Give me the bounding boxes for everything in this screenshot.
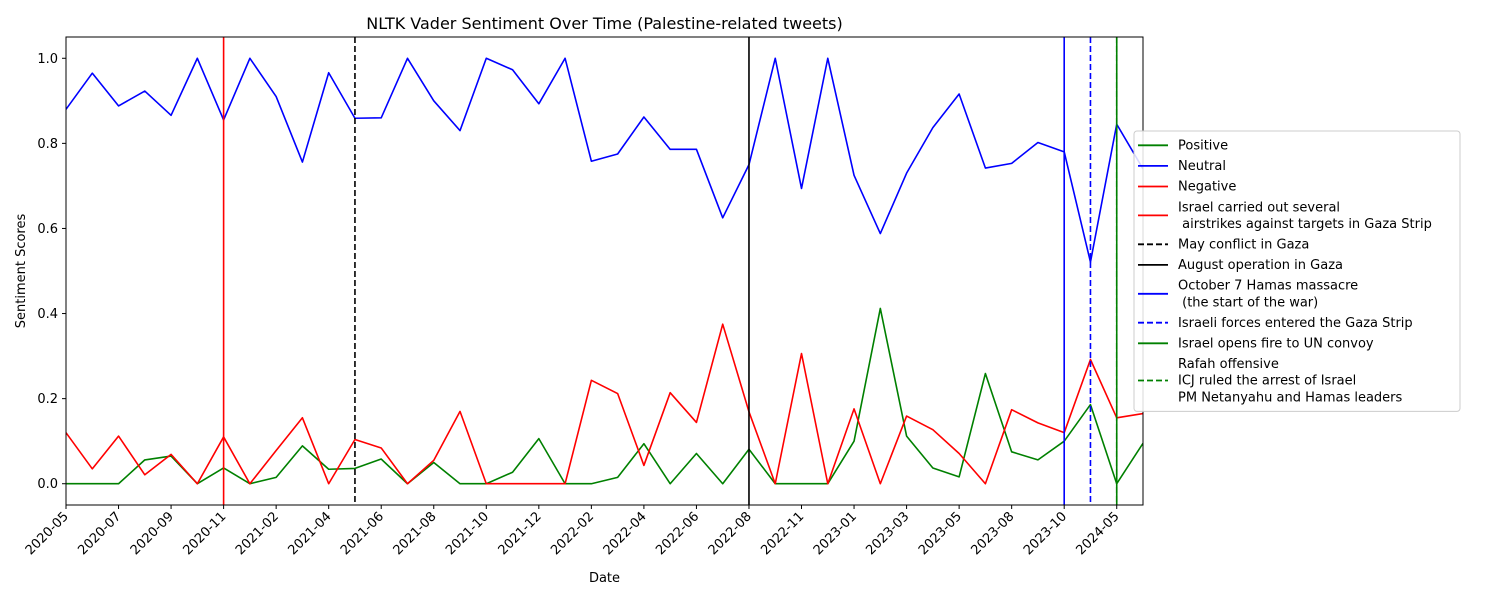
- legend-label-7: Israeli forces entered the Gaza Strip: [1178, 316, 1413, 331]
- plot-frame: [65, 36, 1144, 506]
- legend-label-0: Positive: [1178, 139, 1228, 154]
- x-tick-label: 2022-02: [548, 509, 597, 558]
- x-tick-label: 2022-08: [706, 509, 755, 558]
- legend-label-9: Rafah offensive ICJ ruled the arrest of I…: [1178, 357, 1403, 405]
- legend-label-4: May conflict in Gaza: [1178, 238, 1309, 253]
- legend-box: [1133, 130, 1461, 412]
- x-tick-label: 2022-06: [653, 509, 702, 558]
- series-line-positive: [66, 307, 1143, 485]
- x-tick-label: 2022-04: [601, 509, 650, 558]
- y-tick-label: 0.0: [37, 477, 58, 492]
- x-tick-label: 2020-11: [180, 509, 229, 558]
- x-tick-label: 2021-12: [496, 509, 545, 558]
- x-tick-label: 2021-08: [391, 509, 440, 558]
- x-tick-label: 2023-01: [811, 509, 860, 558]
- x-tick-label: 2023-08: [968, 509, 1017, 558]
- x-tick-label: 2021-10: [443, 509, 492, 558]
- y-tick-label: 1.0: [37, 52, 58, 67]
- x-tick-label: 2022-11: [758, 509, 807, 558]
- series-line-neutral: [66, 57, 1143, 263]
- series-group: [66, 57, 1143, 485]
- x-tick-label: 2023-10: [1021, 509, 1070, 558]
- x-tick-label: 2021-06: [338, 509, 387, 558]
- legend-label-5: August operation in Gaza: [1178, 258, 1343, 273]
- y-axis-label: Sentiment Scores: [14, 214, 29, 329]
- y-tick-label: 0.2: [37, 392, 58, 407]
- legend-label-8: Israel opens fire to UN convoy: [1178, 337, 1374, 352]
- legend-label-2: Negative: [1178, 180, 1236, 195]
- y-tick-label: 0.8: [37, 137, 58, 152]
- event-lines-group: [222, 37, 1118, 505]
- x-tick-label: 2023-03: [863, 509, 912, 558]
- legend-label-3: Israel carried out several airstrikes ag…: [1178, 200, 1432, 232]
- x-tick-label: 2024-05: [1074, 509, 1123, 558]
- x-tick-label: 2023-05: [916, 509, 965, 558]
- y-tick-label: 0.4: [37, 307, 58, 322]
- x-tick-label: 2021-02: [233, 509, 282, 558]
- series-line-negative: [66, 323, 1143, 485]
- x-tick-label: 2020-09: [128, 509, 177, 558]
- x-axis-label: Date: [589, 571, 620, 586]
- x-tick-label: 2021-04: [285, 509, 334, 558]
- legend-label-6: October 7 Hamas massacre (the start of t…: [1178, 279, 1358, 311]
- y-tick-label: 0.6: [37, 222, 58, 237]
- chart-title: NLTK Vader Sentiment Over Time (Palestin…: [366, 14, 842, 33]
- x-tick-label: 2020-07: [75, 509, 124, 558]
- x-tick-label: 2020-05: [23, 509, 72, 558]
- legend-label-1: Neutral: [1178, 159, 1226, 174]
